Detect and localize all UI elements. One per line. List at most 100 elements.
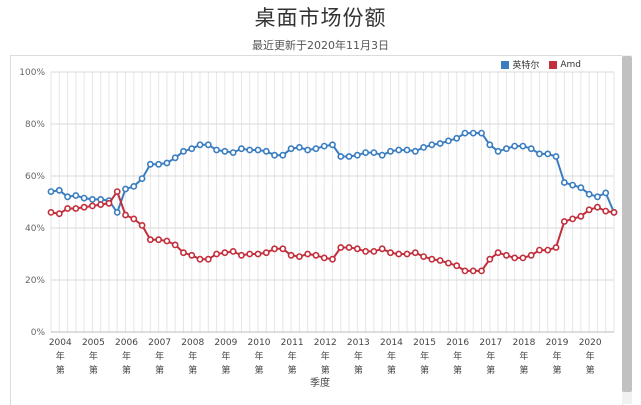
x-tick-label: 年: [553, 350, 562, 362]
data-point-intel: [445, 137, 452, 145]
data-point-intel: [287, 145, 295, 153]
data-point-amd: [428, 255, 436, 263]
x-tick-label: 第: [420, 364, 429, 376]
data-point-amd: [72, 205, 80, 212]
data-point-amd: [337, 244, 345, 251]
x-tick-label: 2008: [181, 338, 204, 348]
x-tick-label: 第: [387, 364, 396, 376]
legend-swatch-amd: [549, 60, 558, 69]
data-point-amd: [188, 251, 196, 259]
data-point-intel: [428, 141, 436, 149]
x-tick-label: 年: [519, 350, 528, 362]
chart-legend: 英特尔 Amd: [501, 58, 581, 71]
data-point-amd: [453, 262, 461, 270]
data-point-intel: [238, 145, 245, 153]
legend-label-amd: Amd: [560, 59, 581, 70]
data-point-intel: [80, 194, 88, 202]
x-tick-label: 2011: [281, 338, 304, 348]
y-tick-label: 0%: [31, 328, 46, 338]
data-point-intel: [502, 145, 510, 153]
data-point-amd: [64, 205, 71, 212]
y-tick-label: 40%: [25, 224, 45, 234]
legend-item-amd[interactable]: Amd: [549, 58, 581, 71]
data-point-intel: [64, 193, 71, 201]
data-point-amd: [204, 255, 212, 263]
data-point-amd: [594, 203, 601, 211]
data-point-amd: [329, 255, 336, 263]
x-axis-title: 季度: [310, 376, 330, 389]
x-tick-label: 2016: [446, 338, 469, 348]
x-tick-label: 2018: [512, 338, 535, 348]
data-point-amd: [320, 254, 328, 262]
scrollbar-thumb[interactable]: [622, 56, 632, 392]
x-tick-label: 第: [321, 364, 330, 376]
data-point-amd: [387, 249, 394, 257]
data-point-amd: [378, 245, 386, 253]
data-point-amd: [229, 247, 237, 255]
data-point-intel: [353, 151, 361, 159]
x-tick-label: 年: [354, 350, 363, 362]
data-point-intel: [511, 142, 519, 150]
x-tick-label: 2015: [413, 338, 436, 348]
legend-item-intel[interactable]: 英特尔: [501, 58, 539, 71]
data-point-intel: [453, 134, 461, 142]
data-point-amd: [238, 251, 245, 259]
data-point-amd: [478, 267, 485, 275]
data-point-intel: [594, 193, 601, 201]
x-tick-label: 2012: [314, 338, 337, 348]
data-point-amd: [469, 267, 477, 275]
data-point-amd: [544, 246, 552, 254]
data-point-intel: [362, 149, 370, 156]
data-point-amd: [295, 253, 303, 260]
x-tick-label: 2004: [49, 338, 72, 348]
data-point-intel: [88, 195, 96, 203]
data-point-amd: [163, 237, 171, 245]
x-tick-label: 年: [122, 350, 131, 362]
x-tick-label: 2010: [248, 338, 271, 348]
data-point-intel: [420, 143, 427, 151]
data-point-intel: [527, 145, 535, 153]
x-tick-label: 第: [453, 364, 462, 376]
x-tick-label: 年: [486, 350, 495, 362]
data-point-intel: [47, 188, 55, 195]
x-tick-label: 年: [288, 350, 297, 362]
data-point-intel: [122, 185, 129, 193]
chart-panel: [10, 55, 623, 405]
data-point-amd: [221, 249, 229, 257]
x-tick-label: 2017: [479, 338, 502, 348]
data-point-amd: [345, 244, 353, 251]
data-point-amd: [262, 249, 270, 257]
x-tick-label: 年: [453, 350, 462, 362]
data-point-amd: [213, 250, 220, 258]
data-point-intel: [602, 189, 610, 197]
data-point-amd: [80, 203, 88, 211]
x-tick-label: 2014: [380, 338, 403, 348]
data-point-intel: [395, 146, 403, 154]
data-point-amd: [420, 253, 427, 260]
data-point-intel: [155, 160, 163, 168]
data-point-intel: [585, 190, 593, 198]
data-point-intel: [552, 153, 560, 160]
data-point-intel: [519, 142, 527, 150]
data-point-amd: [138, 221, 146, 229]
data-point-intel: [196, 141, 204, 149]
data-point-amd: [403, 250, 411, 258]
data-point-amd: [105, 199, 113, 207]
data-point-intel: [138, 175, 146, 182]
data-point-intel: [262, 147, 270, 155]
data-point-amd: [519, 254, 527, 262]
data-point-amd: [536, 246, 543, 254]
data-point-amd: [411, 249, 419, 257]
data-point-amd: [155, 236, 163, 244]
y-tick-label: 80%: [25, 120, 45, 130]
x-tick-label: 第: [56, 364, 65, 376]
x-tick-label: 2013: [347, 338, 370, 348]
data-point-amd: [362, 247, 370, 255]
data-point-amd: [254, 250, 262, 258]
x-tick-label: 年: [155, 350, 164, 362]
data-point-intel: [295, 143, 303, 151]
y-tick-label: 60%: [25, 172, 45, 182]
x-tick-label: 年: [321, 350, 330, 362]
data-point-amd: [304, 250, 312, 258]
data-point-amd: [279, 245, 287, 253]
